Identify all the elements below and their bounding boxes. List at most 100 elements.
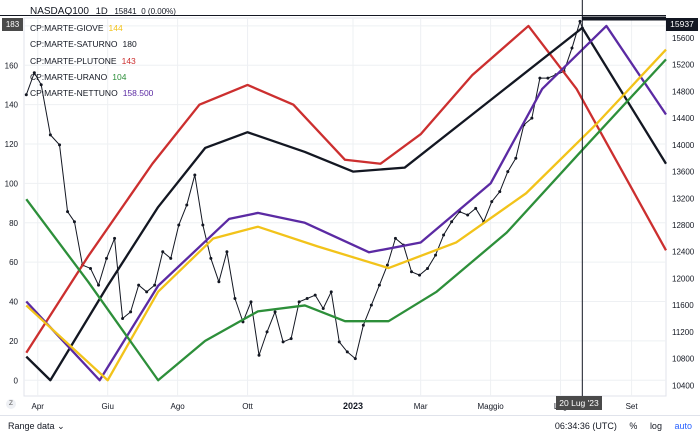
right-axis-ticks: 10400 10800 11200 11600 12000 12400 12800 13200… xyxy=(672,34,695,390)
price-point xyxy=(442,233,446,237)
auto-toggle[interactable]: auto xyxy=(674,421,692,431)
left-tick-label: 60 xyxy=(9,258,18,267)
series-line-cp-marte-plutone xyxy=(25,24,668,354)
price-point xyxy=(385,263,389,267)
indicator-row[interactable]: CP:MARTE-URANO 104 xyxy=(30,69,176,85)
price-point xyxy=(369,303,373,307)
price-point xyxy=(289,337,293,341)
symbol-last: 15841 xyxy=(114,7,137,16)
left-axis-ticks: 020406080100120140160180 xyxy=(5,22,19,385)
price-point xyxy=(281,340,285,344)
price-point xyxy=(297,300,301,304)
right-tick-label: 10400 xyxy=(672,381,695,390)
price-point xyxy=(578,19,582,23)
left-tick-label: 100 xyxy=(5,179,19,188)
series-line-cp-marte-urano xyxy=(25,58,667,382)
price-point xyxy=(145,290,149,294)
indicator-row[interactable]: CP:MARTE-SATURNO 180 xyxy=(30,36,176,52)
crosshair-price-label: 15937 xyxy=(666,18,698,31)
price-point xyxy=(506,170,510,174)
range-data-label: Range data xyxy=(8,421,55,431)
chart-canvas[interactable]: AprGiuAgoOtt2023MarMaggioLugSet 02040608… xyxy=(0,0,700,415)
price-point xyxy=(105,256,109,260)
x-axis-ticks: AprGiuAgoOtt2023MarMaggioLugSet xyxy=(32,401,639,411)
right-tick-label: 14800 xyxy=(672,87,695,96)
price-point xyxy=(329,290,333,294)
x-tick-label: Maggio xyxy=(477,402,504,411)
price-point xyxy=(97,283,101,287)
price-point xyxy=(153,283,157,287)
price-point xyxy=(137,283,141,287)
price-point xyxy=(257,353,261,357)
price-point xyxy=(88,266,92,270)
price-point xyxy=(201,223,205,227)
symbol-title: NASDAQ100 1D 15841 0 (0.00%) xyxy=(30,4,176,20)
log-toggle[interactable]: log xyxy=(649,421,662,431)
price-point xyxy=(225,250,229,254)
chevron-down-icon: ⌄ xyxy=(57,421,65,431)
price-point xyxy=(345,350,349,354)
price-point xyxy=(273,310,277,314)
price-point xyxy=(570,46,574,50)
left-tick-label: 140 xyxy=(5,101,19,110)
price-point xyxy=(337,340,341,344)
price-point xyxy=(377,283,381,287)
price-point xyxy=(418,273,422,277)
right-tick-label: 14400 xyxy=(672,114,695,123)
price-point xyxy=(434,253,438,257)
price-point xyxy=(249,300,253,304)
price-point xyxy=(361,323,365,327)
left-tick-label: 20 xyxy=(9,337,18,346)
right-tick-label: 12800 xyxy=(672,221,695,230)
indicator-name: CP:MARTE-GIOVE xyxy=(30,23,104,34)
price-point xyxy=(161,250,165,254)
price-point xyxy=(217,280,221,284)
x-tick-label: Ago xyxy=(171,402,186,411)
price-point xyxy=(305,296,309,300)
indicator-row[interactable]: CP:MARTE-GIOVE 144 xyxy=(30,20,176,36)
indicator-name: CP:MARTE-SATURNO xyxy=(30,39,118,50)
x-tick-label: Giu xyxy=(101,402,113,411)
price-point xyxy=(393,236,397,240)
price-point xyxy=(313,293,317,297)
indicator-value: 104 xyxy=(112,71,127,82)
utc-time[interactable]: 06:34:36 (UTC) xyxy=(554,421,617,431)
right-tick-label: 12400 xyxy=(672,248,695,257)
right-tick-label: 11200 xyxy=(672,328,694,337)
price-point xyxy=(514,156,518,160)
percent-toggle[interactable]: % xyxy=(629,421,638,431)
price-point xyxy=(409,270,413,274)
right-tick-label: 14000 xyxy=(672,141,695,150)
price-point xyxy=(169,256,173,260)
zoom-reset-button[interactable]: Z xyxy=(6,399,16,409)
indicator-value: 144 xyxy=(108,23,123,34)
x-tick-label: 2023 xyxy=(343,401,363,411)
series-line-cp-marte-saturno xyxy=(25,26,667,382)
indicator-row[interactable]: CP:MARTE-PLUTONE 143 xyxy=(30,53,176,69)
grid-lines xyxy=(23,17,667,397)
symbol-change: 0 (0.00%) xyxy=(141,7,176,16)
right-tick-label: 15600 xyxy=(672,34,695,43)
price-point xyxy=(58,143,62,147)
chart-legend: NASDAQ100 1D 15841 0 (0.00%) CP:MARTE-GI… xyxy=(30,4,176,101)
crosshair xyxy=(0,0,666,396)
left-tick-label: 0 xyxy=(14,376,19,385)
right-tick-label: 15200 xyxy=(672,61,695,70)
crosshair-date-label: 20 Lug '23 xyxy=(556,396,602,410)
price-point xyxy=(66,210,70,214)
price-point xyxy=(353,357,357,361)
indicator-name: CP:MARTE-PLUTONE xyxy=(30,55,117,66)
range-data-button[interactable]: Range data ⌄ xyxy=(8,421,65,432)
price-point xyxy=(233,296,237,300)
series-layer xyxy=(24,19,668,382)
price-point xyxy=(265,330,269,334)
indicator-row[interactable]: CP:MARTE-NETTUNO 158.500 xyxy=(30,85,176,101)
right-tick-label: 11600 xyxy=(672,301,694,310)
right-tick-label: 12000 xyxy=(672,274,695,283)
price-point xyxy=(530,116,534,120)
price-point xyxy=(498,190,502,194)
price-point xyxy=(185,203,189,207)
x-tick-label: Mar xyxy=(414,402,428,411)
price-point xyxy=(490,200,494,204)
symbol-name[interactable]: NASDAQ100 xyxy=(30,6,89,17)
